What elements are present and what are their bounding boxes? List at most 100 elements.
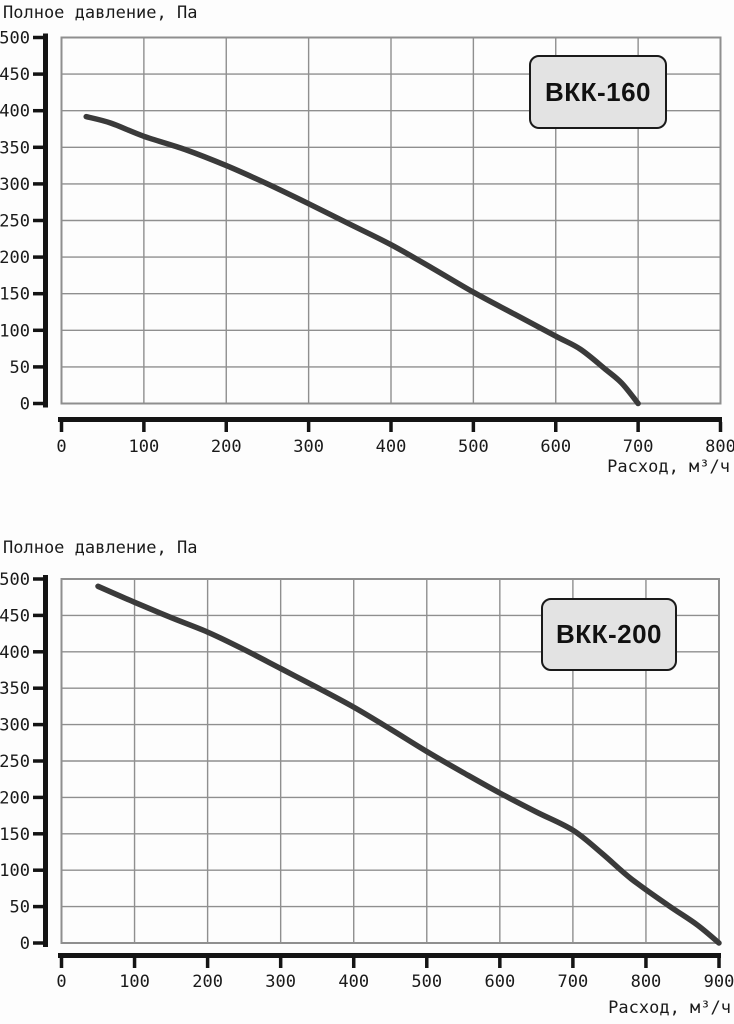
x-axis-tick [644, 958, 648, 968]
model-label-box: ВКК-160 [529, 55, 667, 129]
y-axis-tick [33, 72, 43, 76]
x-tick-label: 0 [56, 972, 66, 992]
x-axis-line [58, 953, 721, 958]
pressure-flow-plot-bkk-200: 0 50 100 150 200 250 300 350 400 450 500 0 100 200 300… [0, 570, 734, 992]
y-axis-tick [33, 255, 43, 259]
y-tick-label: 150 [0, 285, 30, 305]
x-tick-label: 300 [293, 437, 324, 457]
x-axis-tick [306, 422, 311, 432]
x-axis-tick [636, 422, 640, 432]
y-axis-tick [33, 108, 43, 113]
y-tick-label: 500 [0, 29, 30, 49]
y-tick-label: 150 [0, 825, 30, 845]
x-axis-tick [59, 422, 64, 432]
y-axis-line [43, 33, 48, 408]
y-tick-label: 450 [0, 65, 30, 85]
y-tick-label: 100 [0, 861, 30, 881]
y-axis-tick [33, 722, 43, 727]
x-tick-label: 200 [192, 972, 223, 992]
x-axis-tick [278, 958, 283, 968]
x-tick-label: 200 [211, 437, 242, 457]
y-axis-tick [33, 291, 43, 296]
y-axis-tick [33, 795, 43, 800]
y-axis-tick [33, 35, 43, 40]
y-tick-label: 400 [0, 643, 30, 663]
x-axis-tick [718, 422, 723, 432]
y-axis-tick [33, 182, 43, 186]
x-axis-tick [389, 422, 393, 432]
y-axis-tick [33, 759, 43, 763]
x-axis-tick [498, 958, 502, 968]
y-axis-tick [33, 686, 43, 690]
y-tick-label: 350 [0, 138, 30, 158]
pressure-flow-plot-bkk-160: 0 50 100 150 200 250 300 350 400 450 500 0 100 200 300… [0, 29, 734, 458]
x-axis-tick [717, 958, 721, 968]
x-axis-title: Расход, м³/ч [608, 998, 731, 1018]
y-axis-line [43, 575, 48, 947]
x-axis-tick [554, 422, 558, 432]
x-axis-tick [571, 958, 575, 968]
x-tick-label: 400 [376, 437, 407, 457]
y-axis-tick [33, 401, 43, 406]
y-axis-title: Полное давление, Па [3, 3, 198, 23]
chart-bkk-200: Полное давление, Па 0 50 100 150 200 250 300 35… [0, 512, 734, 1024]
x-axis-line [58, 417, 722, 422]
x-tick-label: 400 [338, 972, 369, 992]
model-label-box: ВКК-200 [541, 598, 677, 671]
y-axis-tick [33, 904, 43, 909]
y-tick-label: 250 [0, 752, 30, 772]
plot-border [60, 578, 720, 944]
x-axis-tick [59, 958, 64, 968]
x-tick-label: 600 [540, 437, 571, 457]
fan-curve [95, 583, 722, 946]
x-tick-label: 800 [631, 972, 662, 992]
y-tick-label: 500 [0, 570, 30, 590]
y-tick-label: 300 [0, 175, 30, 195]
x-axis-tick [132, 958, 137, 968]
x-axis-title: Расход, м³/ч [607, 457, 730, 477]
y-axis-tick [33, 145, 43, 150]
y-tick-label: 0 [20, 395, 30, 415]
chart-bkk-160: Полное давление, Па 0 50 100 150 200 250 300 35… [0, 3, 734, 477]
y-axis-tick [33, 941, 43, 945]
x-tick-label: 600 [484, 972, 515, 992]
y-tick-label: 450 [0, 606, 30, 626]
x-axis-tick [471, 422, 476, 432]
y-axis-tick [33, 577, 43, 581]
x-tick-label: 100 [129, 437, 160, 457]
x-axis-tick [205, 958, 210, 968]
x-axis-tick [351, 958, 356, 968]
x-tick-label: 100 [119, 972, 150, 992]
y-axis-tick [33, 218, 43, 223]
y-axis-tick [33, 650, 43, 654]
y-tick-label: 200 [0, 788, 30, 808]
x-tick-label: 700 [558, 972, 589, 992]
x-tick-label: 300 [265, 972, 296, 992]
y-tick-label: 400 [0, 102, 30, 122]
x-tick-label: 800 [705, 437, 734, 457]
x-tick-label: 0 [56, 437, 66, 457]
model-label: ВКК-200 [555, 619, 663, 649]
y-tick-label: 50 [10, 898, 30, 918]
y-tick-label: 200 [0, 248, 30, 268]
plot-border [60, 36, 722, 405]
y-tick-label: 0 [20, 934, 30, 954]
y-tick-label: 50 [10, 358, 30, 378]
x-axis-tick [142, 422, 146, 432]
x-tick-label: 500 [411, 972, 442, 992]
y-tick-label: 300 [0, 716, 30, 736]
y-axis-title: Полное давление, Па [3, 538, 198, 558]
fan-curve [83, 113, 641, 407]
x-axis-tick [224, 422, 228, 432]
x-tick-label: 500 [458, 437, 489, 457]
y-tick-label: 100 [0, 321, 30, 341]
model-label: ВКК-160 [544, 76, 652, 107]
x-tick-label: 900 [704, 972, 734, 992]
x-tick-label: 700 [623, 437, 654, 457]
y-axis-tick [33, 613, 43, 618]
y-axis-tick [33, 868, 43, 872]
y-tick-label: 350 [0, 679, 30, 699]
y-tick-label: 250 [0, 212, 30, 232]
y-axis-tick [33, 832, 43, 836]
y-axis-tick [33, 365, 43, 369]
